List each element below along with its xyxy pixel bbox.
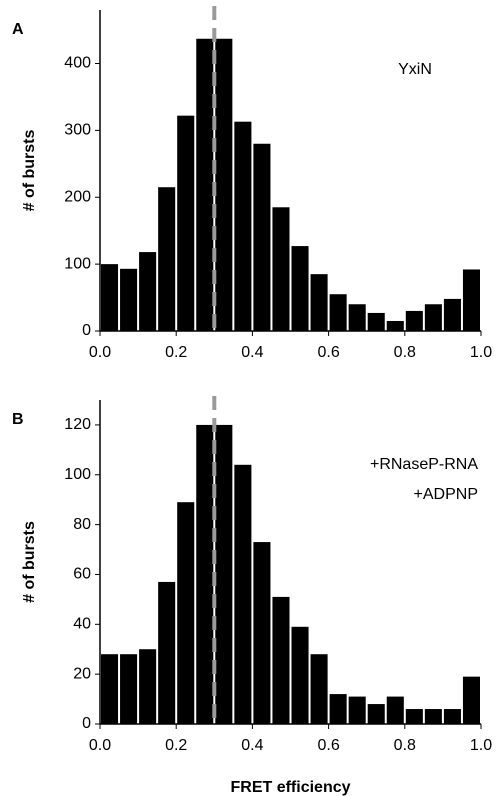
bar	[101, 264, 119, 331]
bar	[424, 304, 442, 331]
bar	[291, 246, 309, 331]
bar	[234, 121, 252, 332]
y-axis-label: # of bursts	[21, 521, 38, 603]
y-tick-label: 100	[64, 466, 91, 483]
bar	[386, 696, 404, 724]
bar	[367, 312, 385, 331]
bar	[215, 38, 233, 331]
y-tick-label: 0	[82, 715, 91, 732]
bar	[386, 320, 404, 331]
bar	[196, 38, 214, 331]
x-tick-label: 0.2	[165, 737, 187, 754]
bar	[253, 542, 271, 724]
bar	[310, 654, 328, 724]
x-tick-label: 0.0	[89, 344, 111, 361]
bar	[177, 502, 195, 724]
bar	[120, 654, 138, 724]
annotation: YxiN	[398, 61, 432, 78]
bar	[272, 596, 290, 724]
bar	[101, 654, 119, 724]
bar	[158, 187, 176, 331]
bar	[443, 709, 461, 724]
y-tick-label: 200	[64, 188, 91, 205]
y-tick-label: 400	[64, 55, 91, 72]
bar	[329, 694, 347, 724]
y-tick-label: 20	[73, 665, 91, 682]
panel-label: A	[12, 21, 24, 38]
panel-label: B	[12, 411, 24, 428]
x-tick-label: 0.8	[394, 344, 416, 361]
x-tick-label: 0.8	[394, 737, 416, 754]
bar	[272, 207, 290, 331]
y-tick-label: 40	[73, 616, 91, 633]
bar	[310, 274, 328, 331]
y-tick-label: 0	[82, 322, 91, 339]
x-axis-label: FRET efficiency	[230, 779, 350, 796]
bar	[234, 464, 252, 724]
x-tick-label: 0.4	[241, 737, 263, 754]
bar	[196, 424, 214, 724]
y-axis-label: # of bursts	[21, 130, 38, 212]
x-tick-label: 1.0	[470, 344, 492, 361]
bar	[253, 143, 271, 331]
x-tick-label: 0.2	[165, 344, 187, 361]
bar	[462, 676, 480, 724]
y-tick-label: 100	[64, 255, 91, 272]
bar	[329, 294, 347, 331]
y-tick-label: 80	[73, 516, 91, 533]
y-tick-label: 120	[64, 416, 91, 433]
bar	[462, 269, 480, 331]
bar	[405, 709, 423, 724]
bar	[139, 649, 157, 724]
bar	[120, 268, 138, 331]
x-tick-label: 1.0	[470, 737, 492, 754]
x-tick-label: 0.6	[317, 344, 339, 361]
bar	[177, 115, 195, 331]
annotation: +RNaseP-RNA	[370, 456, 478, 473]
bar	[405, 310, 423, 331]
y-tick-label: 60	[73, 566, 91, 583]
x-tick-label: 0.0	[89, 737, 111, 754]
bar	[367, 704, 385, 724]
bar	[424, 709, 442, 724]
annotation: +ADPNP	[414, 486, 478, 503]
bar	[139, 252, 157, 331]
bar	[158, 581, 176, 724]
bar	[291, 626, 309, 724]
bar	[348, 696, 366, 724]
bar	[443, 298, 461, 331]
x-tick-label: 0.6	[317, 737, 339, 754]
y-tick-label: 300	[64, 122, 91, 139]
x-tick-label: 0.4	[241, 344, 263, 361]
bar	[215, 424, 233, 724]
bar	[348, 304, 366, 331]
